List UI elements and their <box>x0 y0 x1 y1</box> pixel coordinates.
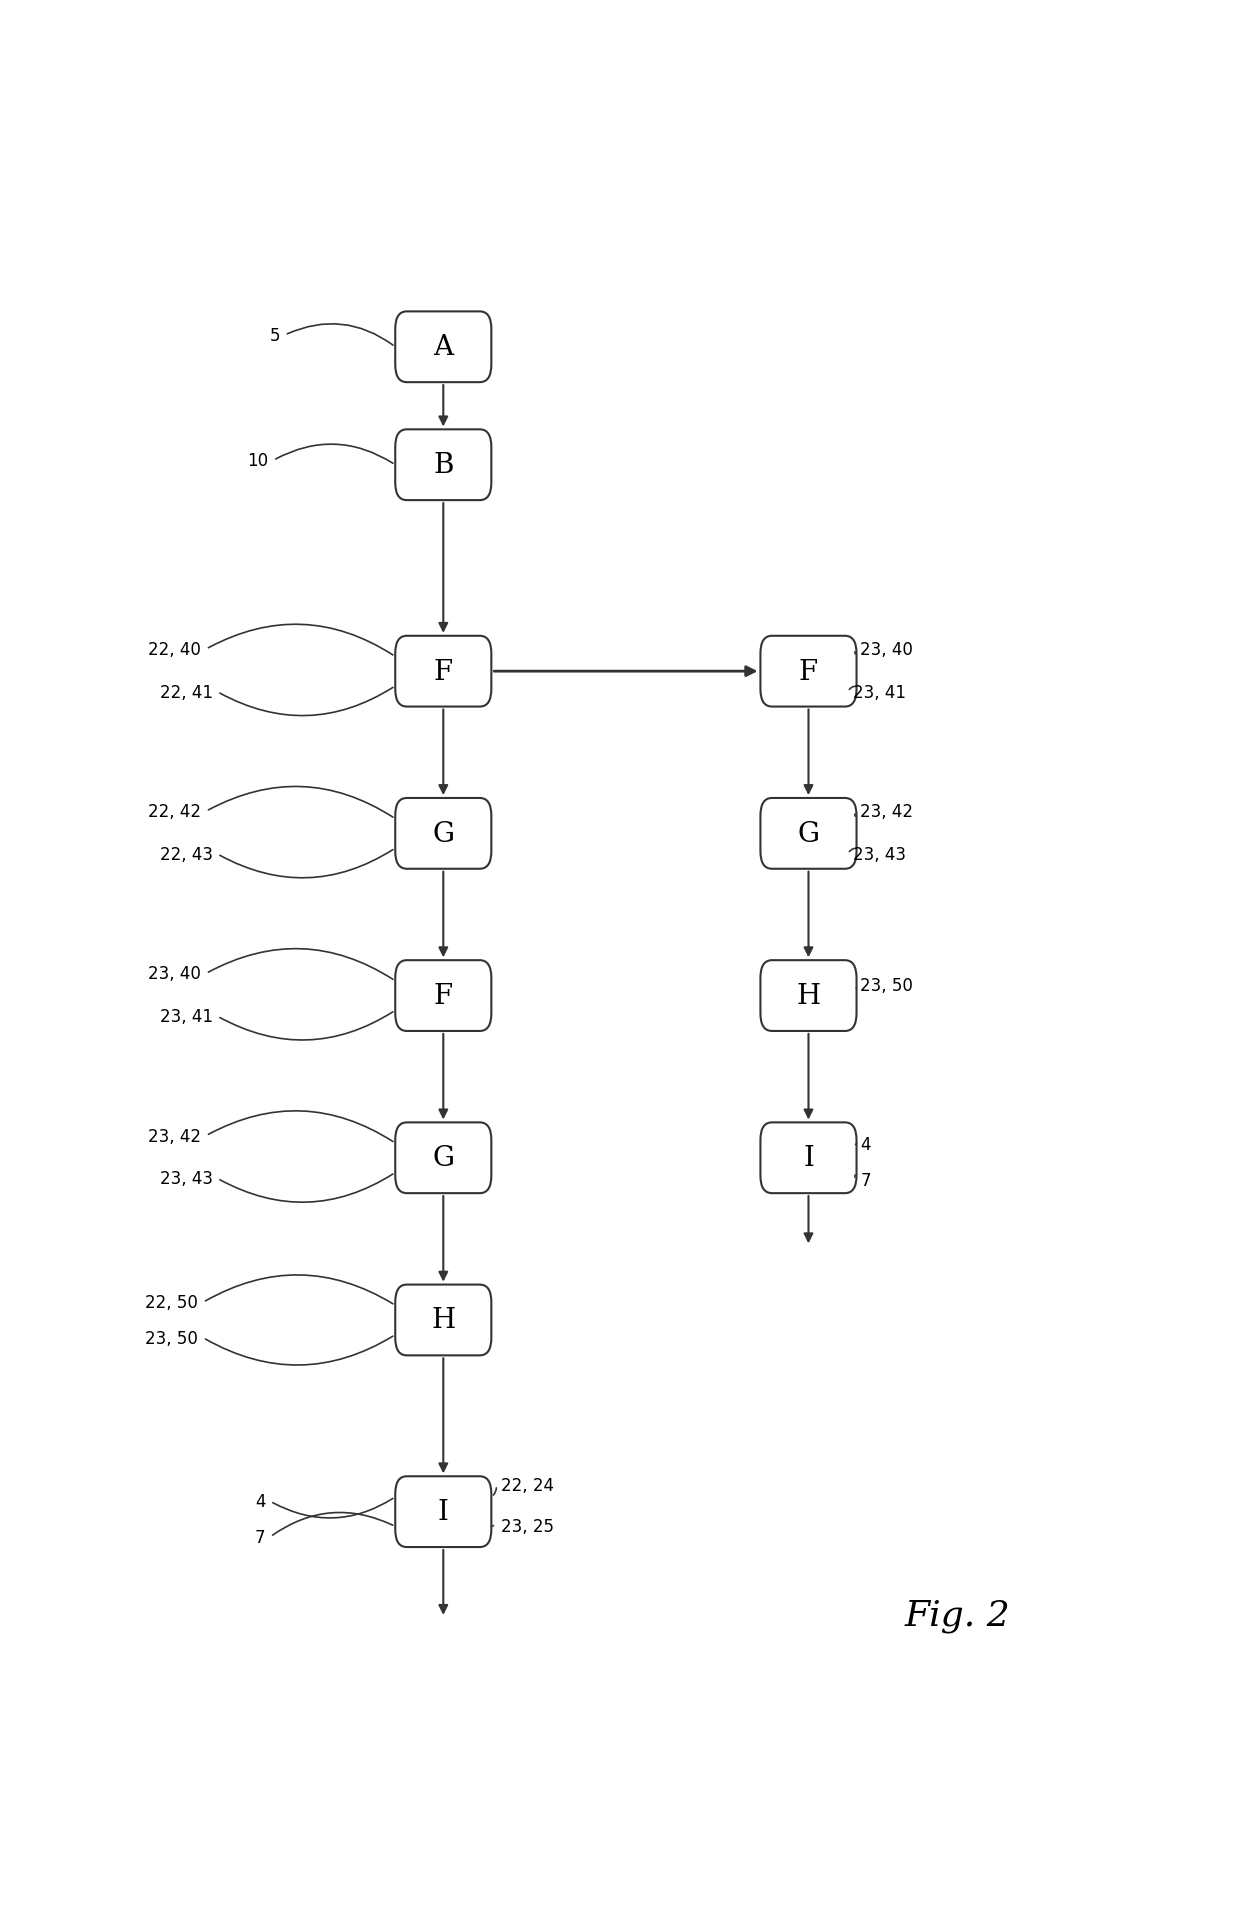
FancyBboxPatch shape <box>760 1124 857 1194</box>
Text: 23, 25: 23, 25 <box>501 1518 554 1535</box>
Text: 23, 41: 23, 41 <box>853 683 905 701</box>
FancyBboxPatch shape <box>396 637 491 706</box>
Text: 22, 40: 22, 40 <box>149 641 201 658</box>
FancyArrowPatch shape <box>206 1275 393 1303</box>
Text: 23, 50: 23, 50 <box>145 1328 198 1347</box>
FancyBboxPatch shape <box>396 1476 491 1547</box>
FancyBboxPatch shape <box>396 431 491 501</box>
Text: 23, 50: 23, 50 <box>861 976 913 995</box>
FancyArrowPatch shape <box>219 687 393 716</box>
FancyBboxPatch shape <box>396 1124 491 1194</box>
Text: F: F <box>434 658 453 685</box>
FancyBboxPatch shape <box>760 961 857 1032</box>
Text: G: G <box>797 821 820 848</box>
FancyArrowPatch shape <box>288 325 393 346</box>
Text: G: G <box>433 1145 454 1171</box>
FancyBboxPatch shape <box>396 961 491 1032</box>
FancyArrowPatch shape <box>219 1013 393 1041</box>
FancyBboxPatch shape <box>760 637 857 706</box>
FancyArrowPatch shape <box>494 1487 496 1495</box>
Text: 23, 41: 23, 41 <box>160 1007 213 1026</box>
Text: F: F <box>434 982 453 1009</box>
Text: 7: 7 <box>861 1171 870 1189</box>
Text: 23, 40: 23, 40 <box>149 965 201 984</box>
FancyBboxPatch shape <box>396 798 491 869</box>
FancyArrowPatch shape <box>275 444 393 463</box>
Text: G: G <box>433 821 454 848</box>
Text: 5: 5 <box>269 327 280 345</box>
Text: 23, 43: 23, 43 <box>160 1169 213 1189</box>
Text: 22, 50: 22, 50 <box>145 1294 198 1311</box>
Text: A: A <box>433 335 454 362</box>
Text: 7: 7 <box>255 1527 265 1547</box>
FancyArrowPatch shape <box>208 1112 393 1143</box>
Text: Fig. 2: Fig. 2 <box>905 1598 1011 1633</box>
Text: H: H <box>432 1307 455 1334</box>
Text: 23, 40: 23, 40 <box>861 641 913 658</box>
Text: I: I <box>438 1499 449 1525</box>
FancyArrowPatch shape <box>208 624 393 657</box>
Text: I: I <box>804 1145 813 1171</box>
Text: 23, 43: 23, 43 <box>853 846 905 863</box>
Text: F: F <box>799 658 818 685</box>
Text: H: H <box>796 982 821 1009</box>
FancyArrowPatch shape <box>208 787 393 817</box>
FancyArrowPatch shape <box>219 1175 393 1202</box>
FancyArrowPatch shape <box>273 1512 393 1535</box>
FancyArrowPatch shape <box>208 949 393 980</box>
Text: B: B <box>433 452 454 478</box>
FancyBboxPatch shape <box>396 1284 491 1355</box>
Text: 23, 42: 23, 42 <box>148 1127 201 1145</box>
FancyBboxPatch shape <box>396 312 491 383</box>
Text: 23, 42: 23, 42 <box>861 802 914 821</box>
Text: 22, 41: 22, 41 <box>160 683 213 701</box>
Text: 10: 10 <box>247 452 268 471</box>
Text: 4: 4 <box>255 1493 265 1510</box>
Text: 22, 24: 22, 24 <box>501 1476 554 1495</box>
FancyArrowPatch shape <box>206 1336 393 1365</box>
FancyArrowPatch shape <box>849 687 854 691</box>
Text: 4: 4 <box>861 1135 870 1154</box>
Text: 22, 42: 22, 42 <box>148 802 201 821</box>
FancyArrowPatch shape <box>219 850 393 879</box>
FancyBboxPatch shape <box>760 798 857 869</box>
FancyArrowPatch shape <box>273 1499 393 1518</box>
FancyArrowPatch shape <box>849 850 854 852</box>
Text: 22, 43: 22, 43 <box>160 846 213 863</box>
